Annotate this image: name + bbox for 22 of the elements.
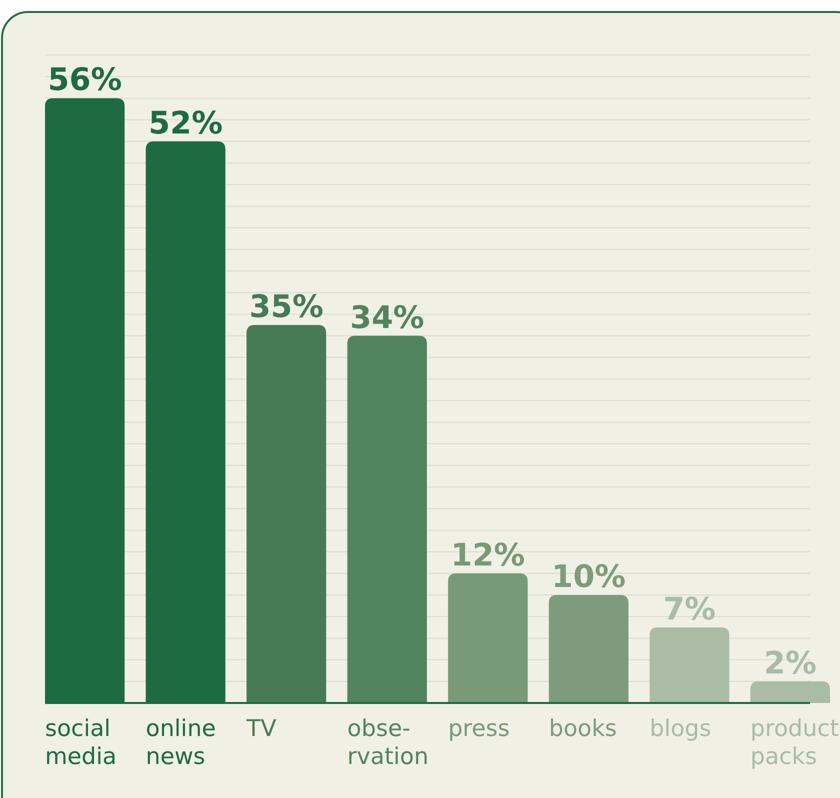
x-tick-label: books: [548, 716, 617, 742]
x-tick-label: blogs: [650, 716, 712, 742]
x-tick-label: online news: [146, 716, 216, 770]
data-label: 7%: [663, 591, 716, 628]
data-label: 10%: [552, 559, 626, 595]
bar: [548, 595, 628, 703]
bar: [246, 325, 326, 703]
data-label: 35%: [249, 289, 324, 325]
x-tick-label: obse- rvation: [347, 716, 429, 770]
bar: [650, 627, 730, 703]
bar: [750, 681, 830, 703]
bar: [347, 336, 427, 703]
x-tick-label: product packs: [750, 716, 839, 770]
x-tick-label: press: [448, 716, 510, 742]
data-label: 56%: [48, 62, 122, 98]
x-tick-label: social media: [45, 716, 117, 770]
data-label: 12%: [450, 537, 525, 574]
bar: [448, 573, 528, 703]
x-tick-label: TV: [246, 716, 277, 742]
data-label: 2%: [764, 645, 817, 682]
data-label: 52%: [148, 105, 223, 142]
data-label: 34%: [350, 300, 424, 336]
